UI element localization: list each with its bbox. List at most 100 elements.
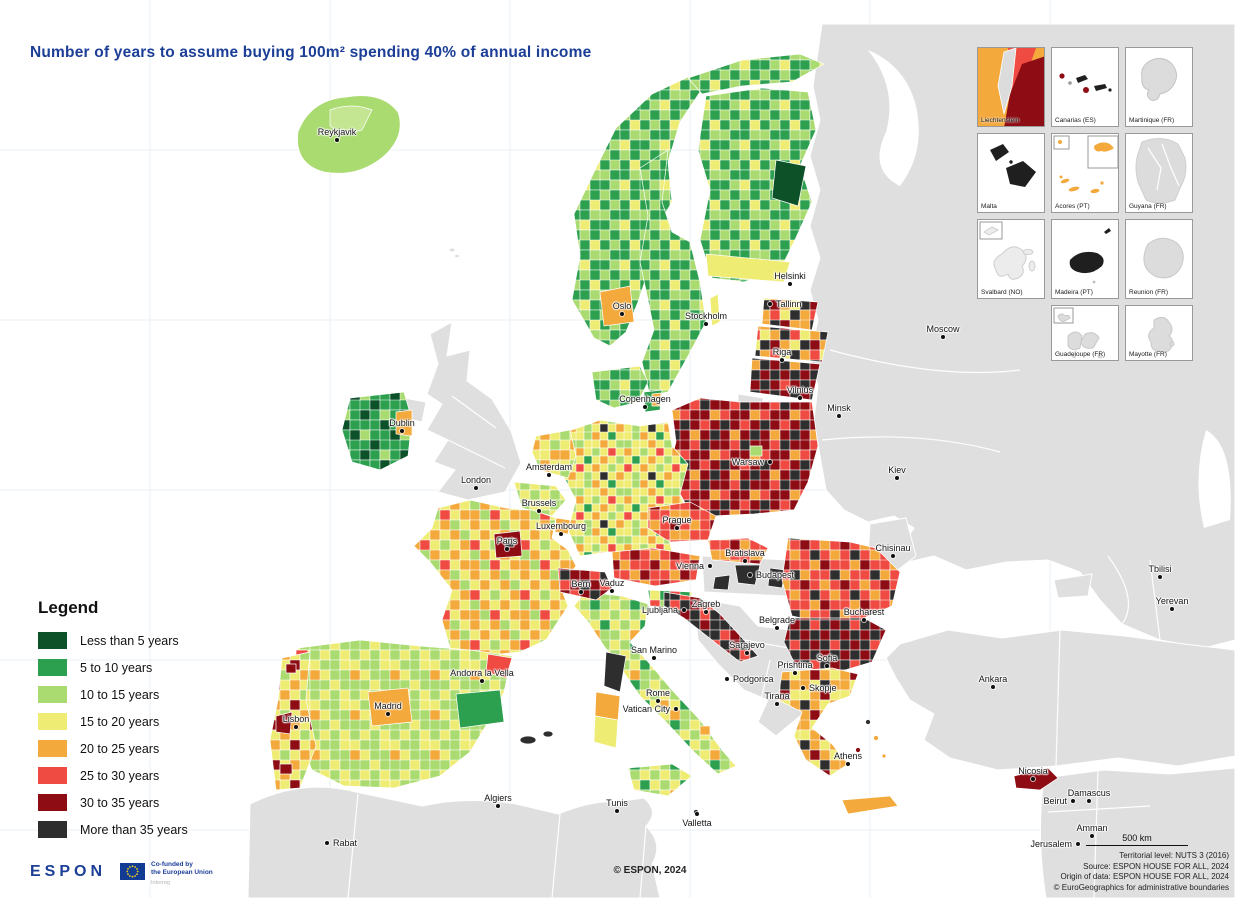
region-oslo — [599, 285, 635, 327]
sea-cutouts — [868, 50, 1231, 528]
region-sardinia-south — [593, 715, 619, 749]
inset-svalbard-map — [979, 221, 1036, 280]
legend-swatch — [38, 821, 67, 838]
espon-logo-block: ESPON Co-funded by the European Union In… — [30, 861, 213, 887]
region-hungary-black-1 — [734, 564, 761, 586]
region-madrid — [367, 687, 413, 727]
inset-acores: Acores (PT) — [1051, 133, 1119, 213]
region-catalonia-red — [485, 653, 513, 679]
region-puglia-orange — [699, 725, 711, 736]
region-ireland — [341, 391, 413, 471]
legend-label: 5 to 10 years — [80, 660, 153, 675]
region-aegean-2 — [873, 735, 879, 741]
legend-swatch — [38, 713, 67, 730]
region-united-kingdom — [426, 321, 522, 501]
legend-item: 5 to 10 years — [38, 654, 248, 681]
eu-cofunded-line2: the European Union — [151, 869, 213, 876]
inset-reunion: Reunion (FR) — [1125, 219, 1193, 299]
inset-label: Madeira (PT) — [1055, 289, 1093, 296]
region-crete — [841, 795, 899, 815]
region-portugal — [269, 651, 317, 791]
inset-svalbard: Svalbard (NO) — [977, 219, 1045, 299]
inset-reunion-map — [1143, 237, 1184, 279]
region-north-cap — [687, 53, 825, 95]
region-finland-east — [771, 159, 807, 207]
region-aegean-4 — [881, 753, 887, 759]
region-north-africa — [247, 786, 661, 898]
region-france — [413, 499, 577, 657]
inset-guyana: Guyana (FR) — [1125, 133, 1193, 213]
inset-label: Canarias (ES) — [1055, 117, 1096, 124]
inset-maps-panel: Liechtenstein Canarias (ES) Martinique (FR… — [977, 47, 1193, 361]
region-finland-south — [705, 253, 791, 283]
legend-label: 15 to 20 years — [80, 714, 160, 729]
eu-sub-text: Interreg — [151, 880, 170, 886]
region-malta-dot — [693, 809, 699, 815]
attribution-line: Territorial level: NUTS 3 (2016) — [1119, 851, 1229, 860]
inset-madeira-map — [1069, 228, 1111, 284]
region-belgium — [513, 481, 567, 517]
region-cyprus — [1013, 767, 1059, 791]
region-campania-orange — [659, 699, 670, 709]
region-algarve-dark — [279, 763, 293, 775]
inset-label: Martinique (FR) — [1129, 117, 1175, 124]
inset-liechtenstein: Liechtenstein — [977, 47, 1045, 127]
region-hungary-black-3 — [712, 574, 731, 591]
legend-swatch — [38, 632, 67, 649]
legend-swatch — [38, 767, 67, 784]
eu-cofunded-line1: Co-funded by — [151, 861, 193, 868]
region-iceland-sub — [329, 105, 373, 133]
legend-item: More than 35 years — [38, 816, 248, 843]
region-copenhagen — [651, 392, 662, 407]
legend-item: 10 to 15 years — [38, 681, 248, 708]
inset-label: Liechtenstein — [981, 117, 1020, 124]
region-finland — [697, 87, 817, 283]
inset-acores-map — [1053, 135, 1118, 194]
region-paris-core — [504, 537, 515, 548]
page-title: Number of years to assume buying 100m² s… — [30, 44, 592, 61]
attribution: Territorial level: NUTS 3 (2016) Source:… — [1054, 851, 1229, 893]
region-crimea — [1053, 573, 1093, 599]
legend-item: 15 to 20 years — [38, 708, 248, 735]
legend-label: 25 to 30 years — [80, 768, 160, 783]
region-faroe-2 — [454, 253, 460, 259]
legend-label: Less than 5 years — [80, 633, 179, 648]
inset-guadeloupe-map — [1053, 307, 1103, 359]
legend-item: 25 to 30 years — [38, 762, 248, 789]
region-gotland — [709, 293, 721, 327]
region-sicily — [627, 763, 693, 797]
eu-cofunded-text: Co-funded by the European Union Interreg — [151, 861, 213, 887]
attribution-line: Origin of data: ESPON HOUSE FOR ALL, 202… — [1060, 872, 1229, 881]
region-menorca — [542, 730, 554, 738]
gray-admin-borders — [347, 349, 1161, 898]
region-iceland — [297, 95, 401, 174]
attribution-line: Source: ESPON HOUSE FOR ALL, 2024 — [1083, 861, 1229, 871]
region-netherlands — [531, 429, 577, 479]
region-dublin — [395, 409, 413, 437]
inset-martinique-map — [1141, 58, 1178, 101]
region-poland — [667, 397, 819, 517]
legend-swatch — [38, 794, 67, 811]
inset-mayotte-map — [1148, 316, 1175, 354]
inset-madeira: Madeira (PT) — [1051, 219, 1119, 299]
legend-items: Less than 5 years 5 to 10 years 10 to 15 y… — [38, 627, 248, 843]
inset-label: Malta — [981, 203, 997, 210]
region-faroe — [448, 247, 456, 253]
inset-label: Acores (PT) — [1055, 203, 1090, 210]
region-warsaw-green — [749, 445, 763, 457]
region-corsica — [603, 651, 627, 693]
inset-malta-map — [990, 144, 1036, 187]
legend-swatch — [38, 659, 67, 676]
caspian-sea — [1198, 430, 1231, 528]
inset-guadeloupe: Guadeloupe (FR) — [1051, 305, 1119, 361]
inset-label: Reunion (FR) — [1129, 289, 1169, 296]
legend-swatch — [38, 686, 67, 703]
legend-label: 30 to 35 years — [80, 795, 160, 810]
region-porto-dark — [285, 663, 297, 674]
region-romania — [781, 537, 901, 623]
inset-malta: Malta — [977, 133, 1045, 213]
region-estonia — [761, 297, 819, 331]
region-mallorca — [519, 735, 537, 745]
white-sea — [868, 50, 919, 186]
region-aegean-1 — [865, 719, 871, 725]
